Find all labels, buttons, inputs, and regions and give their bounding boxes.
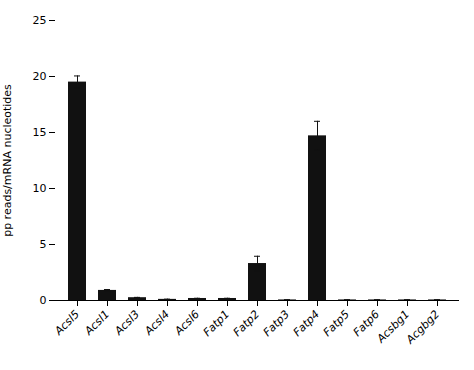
svg-text:Fatp6: Fatp6 — [350, 307, 383, 340]
svg-text:5: 5 — [40, 238, 47, 251]
svg-text:Fatp1: Fatp1 — [201, 308, 232, 339]
svg-text:10: 10 — [33, 182, 47, 195]
svg-text:15: 15 — [33, 126, 47, 139]
svg-text:Acsl6: Acsl6 — [171, 308, 202, 339]
svg-text:Acsl4: Acsl4 — [141, 308, 172, 339]
svg-text:20: 20 — [33, 70, 47, 83]
svg-text:Fatp2: Fatp2 — [231, 308, 262, 339]
svg-text:Acsl1: Acsl1 — [81, 308, 112, 339]
svg-text:Fatp5: Fatp5 — [321, 308, 352, 339]
svg-text:Acsl3: Acsl3 — [111, 308, 142, 339]
svg-text:Acgbg2: Acgbg2 — [403, 308, 442, 347]
svg-text:Fatp3: Fatp3 — [261, 308, 292, 339]
svg-text:pp reads/mRNA nucleotides: pp reads/mRNA nucleotides — [1, 84, 14, 237]
svg-text:Fatp4: Fatp4 — [291, 308, 322, 339]
svg-text:25: 25 — [33, 14, 47, 27]
svg-text:Acsl5: Acsl5 — [51, 308, 82, 339]
svg-text:Acsbg1: Acsbg1 — [374, 307, 413, 346]
svg-text:0: 0 — [40, 294, 47, 307]
